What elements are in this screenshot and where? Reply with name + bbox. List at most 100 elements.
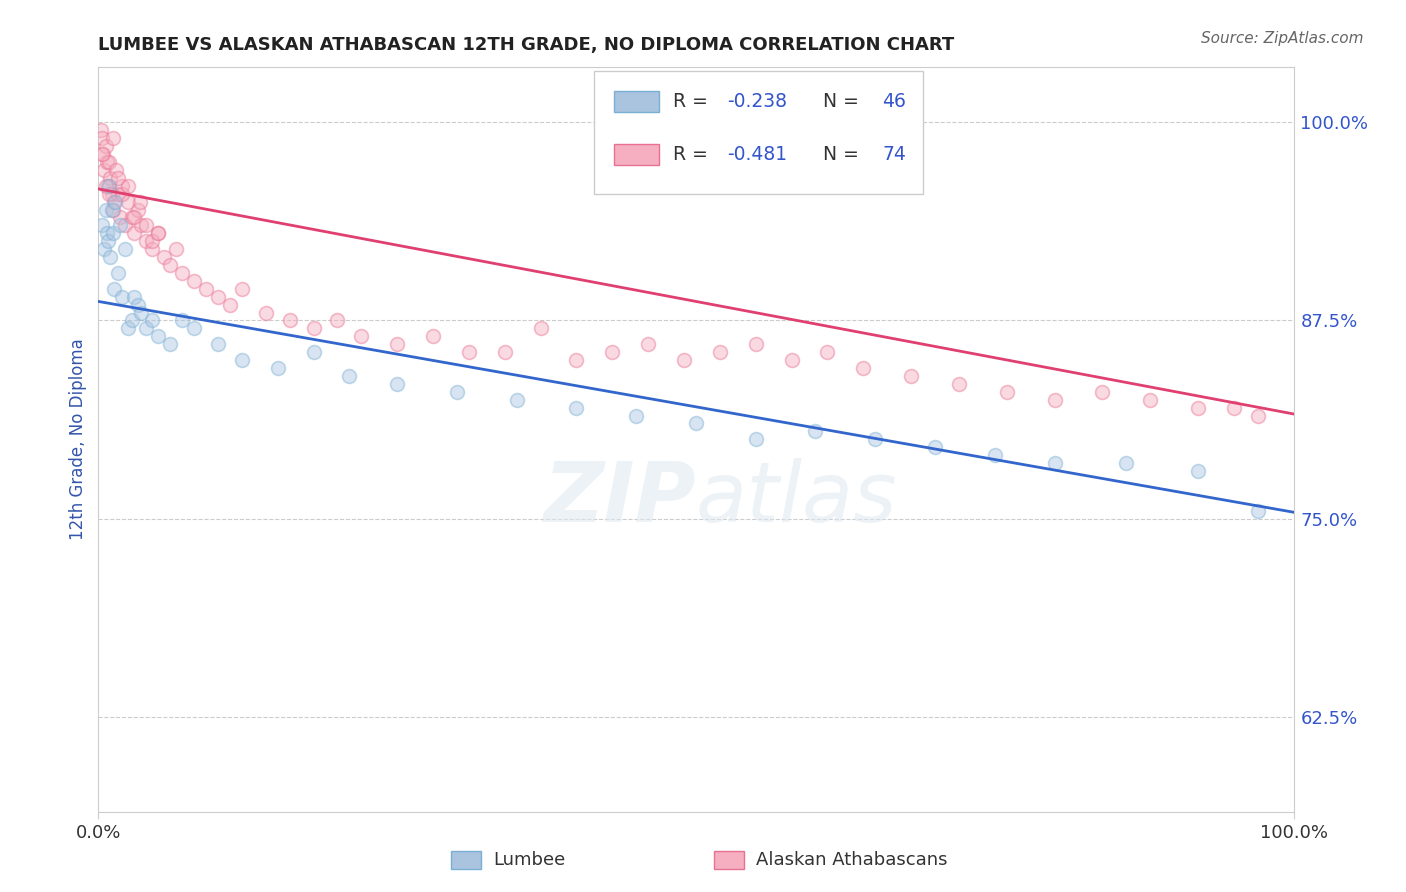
Point — [94, 139, 117, 153]
Point — [780, 353, 803, 368]
Point — [350, 329, 373, 343]
Point — [506, 392, 529, 407]
Point — [924, 440, 946, 454]
FancyBboxPatch shape — [613, 145, 659, 165]
Point — [852, 361, 875, 376]
Point — [124, 211, 146, 225]
Point — [107, 266, 129, 280]
Text: R =: R = — [673, 93, 714, 112]
Point — [159, 337, 181, 351]
Point — [422, 329, 444, 343]
Point — [131, 219, 153, 233]
Point — [100, 186, 122, 201]
Point — [135, 234, 157, 248]
Point — [127, 202, 149, 217]
Point — [105, 162, 128, 177]
Point — [101, 202, 124, 217]
Point — [565, 353, 588, 368]
Point — [141, 313, 163, 327]
Point — [117, 194, 139, 209]
Point — [103, 282, 125, 296]
Point — [135, 219, 157, 233]
Text: Alaskan Athabascans: Alaskan Athabascans — [756, 851, 948, 869]
Point — [231, 353, 253, 368]
Point — [446, 384, 468, 399]
Point — [195, 282, 218, 296]
Point — [865, 432, 887, 446]
Point — [565, 401, 588, 415]
Point — [1091, 384, 1114, 399]
Point — [278, 313, 301, 327]
Point — [90, 123, 112, 137]
Point — [121, 313, 143, 327]
Point — [93, 242, 115, 256]
Point — [108, 219, 131, 233]
Point — [673, 353, 696, 368]
Point — [1247, 503, 1270, 517]
Point — [637, 337, 659, 351]
FancyBboxPatch shape — [714, 851, 744, 870]
Point — [129, 194, 152, 209]
Point — [97, 178, 120, 193]
Point — [254, 305, 277, 319]
Point — [114, 219, 136, 233]
Point — [114, 242, 136, 256]
Point — [131, 305, 153, 319]
Point — [207, 290, 229, 304]
Point — [98, 250, 122, 264]
Point — [183, 274, 205, 288]
Point — [135, 321, 157, 335]
Point — [1187, 401, 1209, 415]
Point — [104, 194, 127, 209]
Point — [111, 186, 134, 201]
Point — [111, 178, 134, 193]
Point — [124, 290, 146, 304]
Point — [219, 297, 242, 311]
Point — [153, 250, 176, 264]
Point — [91, 219, 114, 233]
Point — [815, 345, 838, 359]
Point — [339, 368, 361, 383]
Point — [948, 376, 970, 391]
Point — [91, 147, 114, 161]
Point — [1187, 464, 1209, 478]
Point — [804, 425, 827, 439]
Point — [385, 337, 409, 351]
Point — [1043, 456, 1066, 470]
Point — [124, 227, 146, 241]
Point — [1139, 392, 1161, 407]
Point — [530, 321, 553, 335]
Point — [111, 290, 134, 304]
FancyBboxPatch shape — [451, 851, 481, 870]
Point — [96, 227, 118, 241]
Point — [94, 202, 117, 217]
Point — [108, 211, 131, 225]
Point — [98, 155, 121, 169]
FancyBboxPatch shape — [613, 92, 659, 112]
Text: ZIP: ZIP — [543, 458, 696, 540]
Point — [995, 384, 1018, 399]
Point — [103, 194, 125, 209]
Point — [117, 321, 139, 335]
Point — [91, 147, 114, 161]
Text: LUMBEE VS ALASKAN ATHABASCAN 12TH GRADE, NO DIPLOMA CORRELATION CHART: LUMBEE VS ALASKAN ATHABASCAN 12TH GRADE,… — [98, 37, 955, 54]
Point — [626, 409, 648, 423]
Text: R =: R = — [673, 145, 714, 164]
Point — [98, 186, 121, 201]
Point — [101, 131, 124, 145]
Point — [141, 242, 163, 256]
Point — [121, 211, 143, 225]
Point — [267, 361, 290, 376]
Text: 46: 46 — [883, 93, 907, 112]
FancyBboxPatch shape — [595, 70, 922, 194]
Point — [326, 313, 349, 327]
Point — [207, 337, 229, 351]
Point — [172, 266, 194, 280]
Text: 74: 74 — [883, 145, 907, 164]
Point — [98, 170, 122, 185]
Point — [107, 170, 129, 185]
Point — [385, 376, 409, 391]
Point — [1115, 456, 1137, 470]
Text: N =: N = — [811, 145, 865, 164]
Point — [96, 155, 118, 169]
